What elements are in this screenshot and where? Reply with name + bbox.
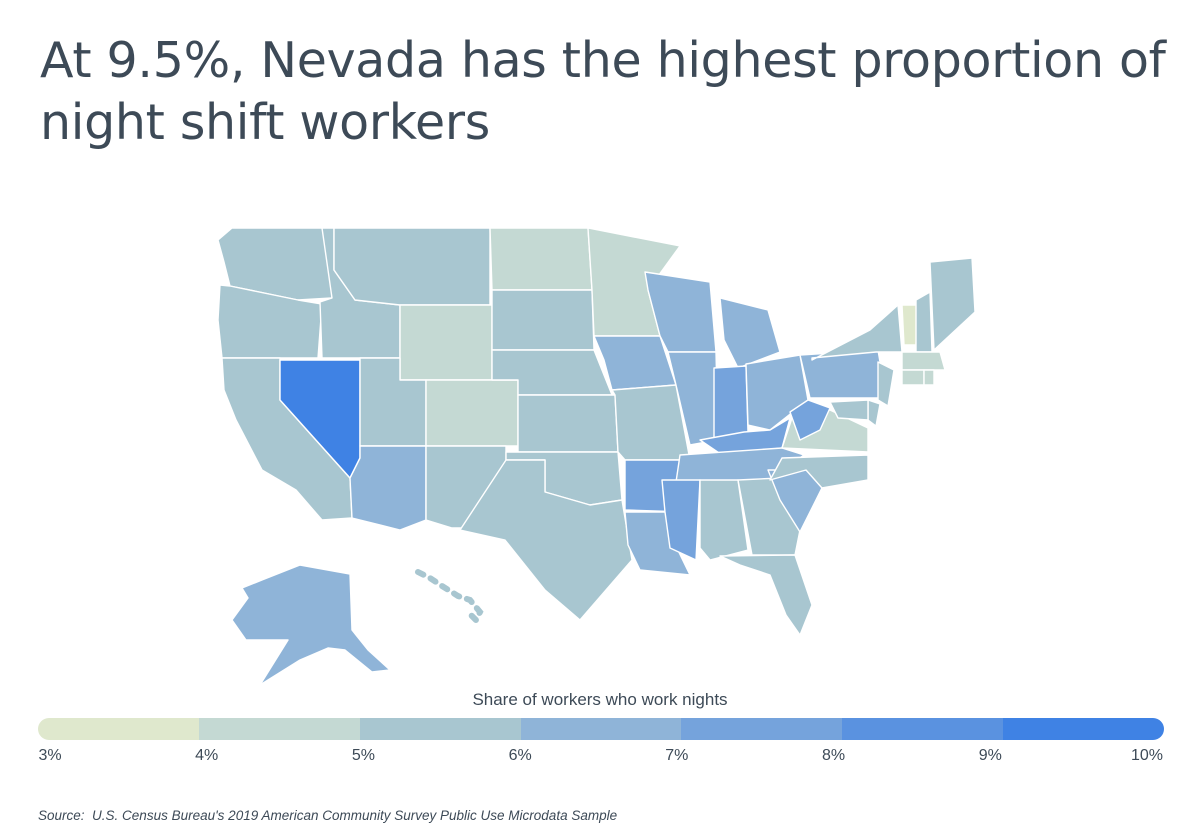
state-new-york[interactable] [811,304,903,361]
state-alabama[interactable] [699,479,749,561]
state-colorado[interactable] [425,379,519,447]
state-hawaii[interactable] [415,569,484,626]
state-indiana[interactable] [713,365,749,441]
state-pennsylvania[interactable] [799,349,887,399]
state-south-dakota[interactable] [491,289,595,351]
source-note: Source: U.S. Census Bureau's 2019 Americ… [38,808,617,823]
state-wyoming[interactable] [399,304,493,381]
legend-tick-label: 10% [1130,747,1164,764]
state-maryland[interactable] [829,399,869,421]
source-text: U.S. Census Bureau's 2019 American Commu… [92,808,618,823]
legend-title: Share of workers who work nights [472,690,728,709]
legend-segment [38,718,199,740]
state-west-virginia[interactable] [789,399,831,441]
state-connecticut[interactable] [901,369,925,386]
state-maine[interactable] [929,257,976,351]
us-choropleth-map [217,227,976,686]
legend-tick-label: 3% [38,747,62,764]
state-new-jersey[interactable] [877,361,895,407]
state-kansas[interactable] [517,394,619,453]
legend-tick-label: 5% [351,747,375,764]
legend-color-scale [38,718,1164,740]
state-north-dakota[interactable] [489,227,593,291]
state-arizona[interactable] [349,445,427,531]
state-massachusetts[interactable] [901,351,946,371]
state-new-hampshire[interactable] [915,291,933,353]
legend-segment [198,718,360,740]
state-north-carolina[interactable] [769,454,869,489]
state-alaska[interactable] [231,564,391,686]
legend-tick-label: 8% [822,747,846,764]
state-oregon[interactable] [217,284,323,359]
state-florida[interactable] [719,554,813,636]
state-delaware[interactable] [867,399,881,427]
source-label: Source: [38,808,85,823]
state-rhode-island[interactable] [923,369,935,386]
legend-segment [359,718,521,740]
state-montana[interactable] [333,227,491,306]
legend-segment [1003,718,1164,740]
chart-title: At 9.5%, Nevada has the highest proporti… [40,32,1166,151]
legend-tick-label: 6% [508,747,532,764]
state-mississippi[interactable] [661,479,701,561]
legend-segment [520,718,682,740]
legend-tick-label: 4% [195,747,219,764]
legend-segment [842,718,1004,740]
legend-segment [681,718,843,740]
state-washington[interactable] [217,227,333,301]
legend-tick-label: 9% [978,747,1002,764]
legend-tick-label: 7% [665,747,689,764]
state-michigan[interactable] [719,297,781,369]
state-texas[interactable] [459,459,633,621]
